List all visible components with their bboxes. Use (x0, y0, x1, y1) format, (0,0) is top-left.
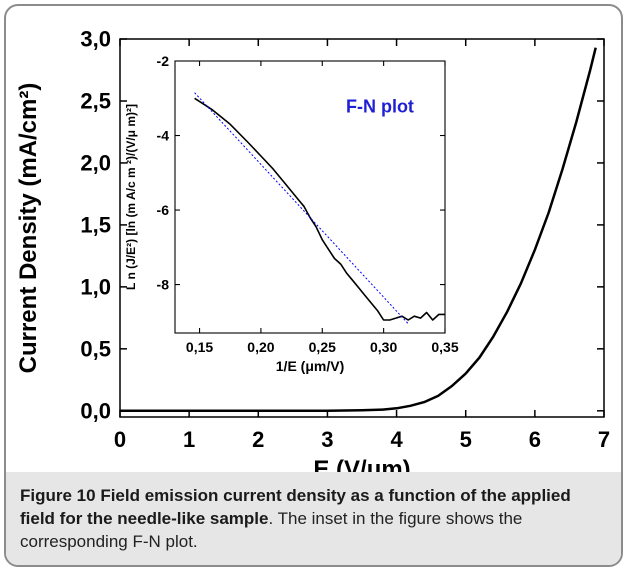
main-chart-x-tick-label: 0 (114, 427, 126, 452)
chart: 0 1 2 3 4 5 6 7 0,0 0,5 1,0 1,5 2,0 2,5 3,0 E (V/μm) Cur… (15, 27, 610, 483)
inset-chart-x-axis-title: 1/E (μm/V) (276, 358, 344, 374)
inset-chart-group: 0,15 0,20 0,25 0,30 0,35 -2 -4 -6 -8 1/E (μm/V) L … (124, 53, 459, 374)
inset-chart-x-tick-label: 0,35 (431, 339, 458, 355)
main-chart-x-tick-label: 2 (252, 427, 264, 452)
main-chart-x-tick-label: 7 (598, 427, 610, 452)
caption-label: Figure 10 (20, 486, 101, 505)
main-chart-x-tick-label: 6 (529, 427, 541, 452)
main-chart-y-tick-label: 1,5 (80, 213, 111, 238)
inset-chart-plot-area (175, 61, 445, 333)
inset-chart-y-tick-label: -8 (157, 276, 170, 292)
main-chart-series-1-line (120, 47, 597, 413)
main-chart-x-tick-label: 1 (183, 427, 195, 452)
main-chart-y-tick-label: 2,0 (80, 151, 111, 176)
main-chart-y-tick-label: 2,5 (80, 89, 111, 114)
main-chart-axes-frame (119, 38, 605, 418)
inset-chart-x-tick-label: 0,30 (370, 339, 397, 355)
main-chart-y-tick-label: 3,0 (80, 27, 111, 52)
inset-chart-y-tick-label: -4 (157, 127, 170, 143)
main-chart-group: 0 1 2 3 4 5 6 7 0,0 0,5 1,0 1,5 2,0 2,5 3,0 E (V/μm) Cur… (15, 27, 610, 483)
main-chart-x-tick-label: 3 (321, 427, 333, 452)
caption-text: . The inset in the figure shows the corr… (20, 509, 523, 551)
inset-chart-series-2-line (194, 92, 409, 325)
caption-bold-text: Field emission current density as a func… (20, 486, 571, 528)
inset-chart-x-tick-label: 0,25 (309, 339, 336, 355)
inset-chart-y-axis-title: L n (J/E²) [ln (m A/c m ²)/(V/μ m)²] (124, 104, 138, 290)
main-chart-y-axis-title: Current Density (mA/cm²) (15, 83, 42, 374)
main-chart-y-tick-label: 1,0 (80, 275, 111, 300)
main-chart-x-tick-label: 5 (460, 427, 472, 452)
main-chart-y-tick-label: 0,0 (80, 399, 111, 424)
inset-chart-x-tick-label: 0,15 (186, 339, 213, 355)
inset-chart-axes-frame (174, 60, 446, 334)
inset-chart-x-tick-label: 0,20 (247, 339, 274, 355)
inset-chart-series-1-line (194, 97, 445, 321)
figure-caption: Figure 10 Field emission current density… (6, 472, 621, 565)
inset-annotation: F-N plot (346, 96, 414, 116)
main-chart-x-axis-title: E (V/μm) (313, 456, 410, 472)
inset-chart-y-tick-label: -6 (157, 202, 170, 218)
figure-panel: 0 1 2 3 4 5 6 7 0,0 0,5 1,0 1,5 2,0 2,5 3,0 E (V/μm) Cur… (4, 4, 623, 567)
main-chart-y-tick-label: 0,5 (80, 337, 111, 362)
inset-chart-y-tick-label: -2 (157, 53, 170, 69)
main-chart-x-tick-label: 4 (390, 427, 403, 452)
